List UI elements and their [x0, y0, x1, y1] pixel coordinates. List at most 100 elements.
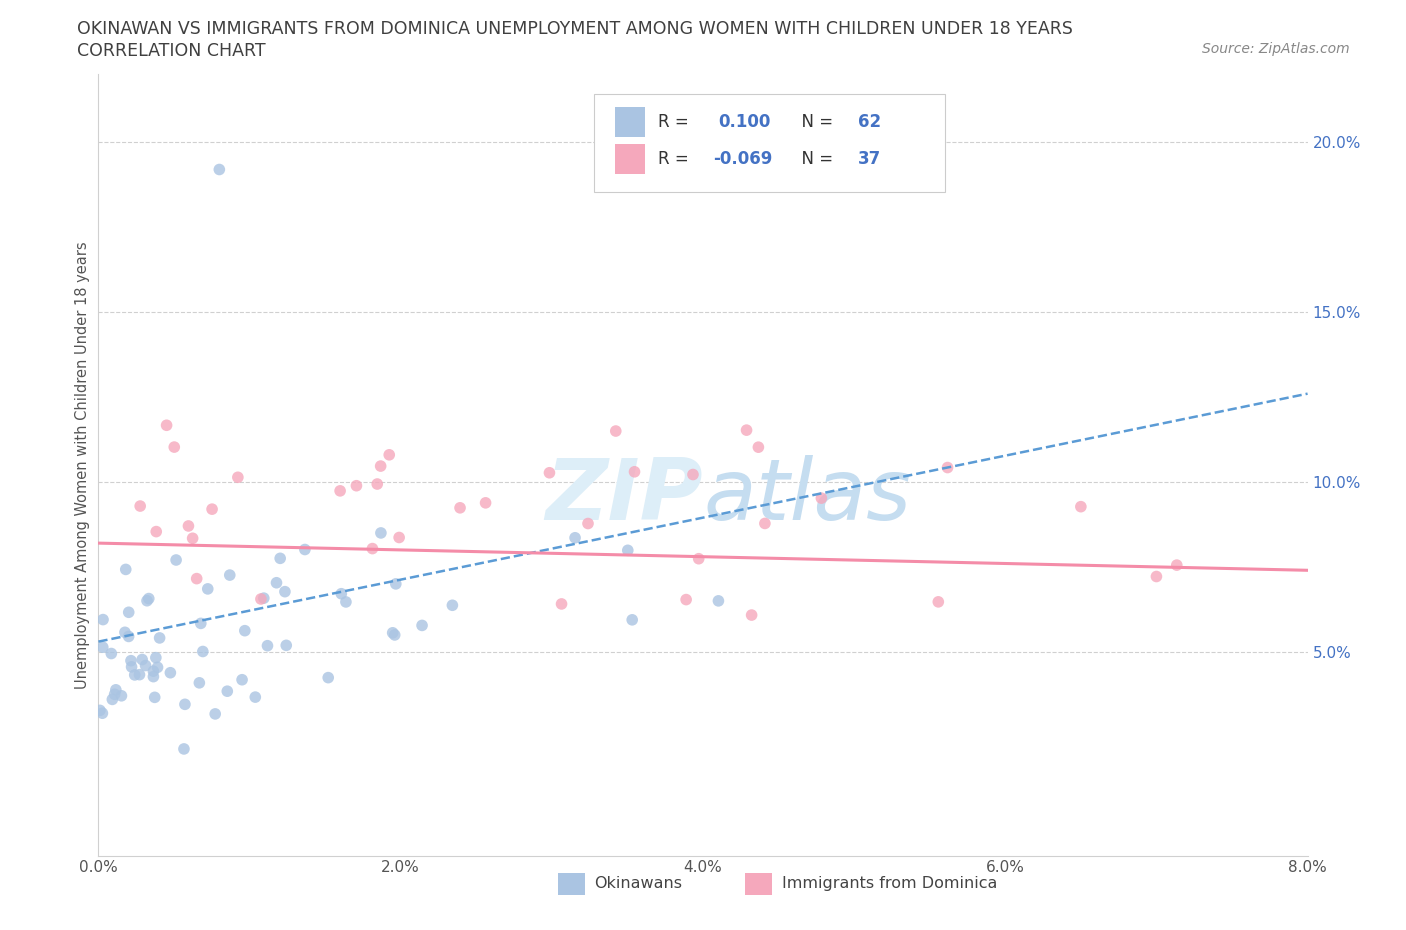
- Point: [927, 594, 949, 609]
- Text: R =: R =: [658, 113, 700, 131]
- Bar: [614, 144, 645, 174]
- Point: [538, 465, 561, 480]
- Point: [274, 584, 297, 599]
- Point: [754, 516, 776, 531]
- Point: [388, 530, 411, 545]
- Point: [142, 664, 165, 679]
- Point: [361, 541, 384, 556]
- Point: [370, 458, 392, 473]
- Point: [136, 593, 159, 608]
- Point: [186, 571, 208, 586]
- Point: [155, 418, 177, 432]
- Point: [120, 653, 142, 668]
- Point: [1070, 499, 1092, 514]
- Point: [142, 670, 165, 684]
- Point: [735, 423, 758, 438]
- Point: [253, 591, 276, 605]
- Point: [233, 623, 256, 638]
- Point: [266, 576, 288, 591]
- Point: [100, 646, 122, 661]
- Point: [118, 604, 141, 619]
- Point: [675, 592, 697, 607]
- Point: [226, 470, 249, 485]
- Point: [174, 697, 197, 711]
- Text: -0.069: -0.069: [713, 150, 772, 167]
- Point: [217, 684, 239, 698]
- Point: [441, 598, 464, 613]
- Point: [128, 667, 150, 682]
- Point: [269, 551, 291, 565]
- Text: N =: N =: [792, 150, 838, 167]
- Point: [145, 525, 167, 539]
- Point: [218, 567, 240, 582]
- Point: [617, 543, 640, 558]
- Point: [621, 612, 644, 627]
- Point: [682, 467, 704, 482]
- Point: [623, 464, 645, 479]
- Point: [159, 665, 181, 680]
- Point: [173, 741, 195, 756]
- Point: [329, 484, 352, 498]
- Bar: [745, 872, 772, 895]
- Point: [149, 631, 172, 645]
- Text: ZIP: ZIP: [546, 455, 703, 538]
- Point: [741, 607, 763, 622]
- Point: [936, 460, 959, 475]
- Point: [276, 638, 298, 653]
- Point: [177, 519, 200, 534]
- Point: [191, 644, 214, 659]
- Text: 62: 62: [858, 113, 882, 131]
- Text: R =: R =: [658, 150, 695, 167]
- Point: [245, 690, 267, 705]
- Bar: [614, 107, 645, 137]
- Point: [91, 612, 114, 627]
- Point: [449, 500, 471, 515]
- Point: [197, 581, 219, 596]
- Point: [550, 596, 572, 611]
- Point: [346, 478, 368, 493]
- Point: [294, 542, 316, 557]
- Point: [411, 618, 433, 632]
- Point: [370, 525, 392, 540]
- Point: [576, 516, 599, 531]
- Point: [91, 640, 114, 655]
- Text: OKINAWAN VS IMMIGRANTS FROM DOMINICA UNEMPLOYMENT AMONG WOMEN WITH CHILDREN UNDE: OKINAWAN VS IMMIGRANTS FROM DOMINICA UNE…: [77, 20, 1073, 38]
- Text: 37: 37: [858, 150, 882, 167]
- Point: [163, 440, 186, 455]
- Point: [117, 629, 139, 644]
- Point: [145, 650, 167, 665]
- Point: [707, 593, 730, 608]
- Point: [114, 562, 136, 577]
- Text: Okinawans: Okinawans: [595, 876, 682, 891]
- Point: [89, 703, 111, 718]
- Point: [131, 652, 153, 667]
- Point: [124, 668, 146, 683]
- Point: [605, 423, 627, 438]
- Point: [688, 551, 710, 566]
- Point: [1146, 569, 1168, 584]
- Point: [231, 672, 253, 687]
- Point: [474, 496, 496, 511]
- Point: [256, 638, 278, 653]
- Point: [316, 671, 339, 685]
- Point: [1166, 558, 1188, 573]
- Point: [110, 688, 132, 703]
- Point: [385, 577, 408, 591]
- Point: [114, 625, 136, 640]
- Point: [146, 660, 169, 675]
- Point: [204, 707, 226, 722]
- Point: [129, 498, 152, 513]
- Point: [564, 530, 586, 545]
- Point: [366, 476, 388, 491]
- Text: Source: ZipAtlas.com: Source: ZipAtlas.com: [1202, 42, 1350, 56]
- Point: [330, 586, 353, 601]
- Text: CORRELATION CHART: CORRELATION CHART: [77, 42, 266, 60]
- Point: [335, 594, 357, 609]
- Point: [190, 616, 212, 631]
- Point: [104, 683, 127, 698]
- Point: [250, 591, 273, 606]
- Point: [384, 628, 406, 643]
- Point: [810, 491, 832, 506]
- Point: [747, 440, 769, 455]
- Point: [135, 658, 157, 673]
